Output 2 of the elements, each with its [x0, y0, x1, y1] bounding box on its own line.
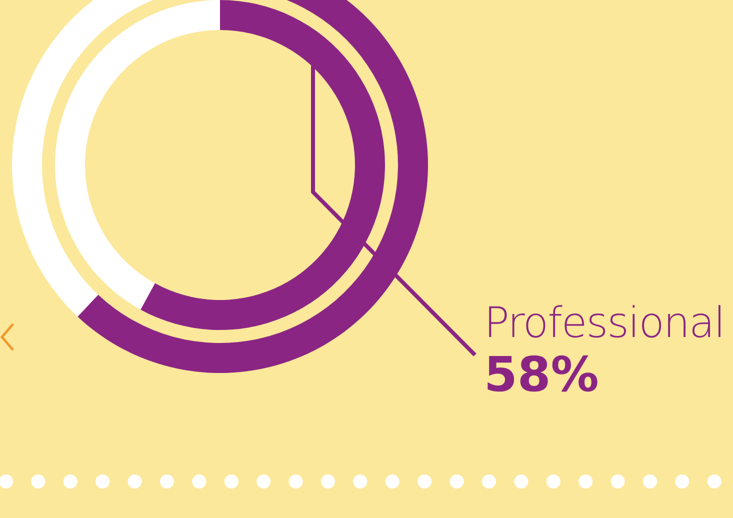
slice-label: Professional: [484, 298, 724, 348]
data-label: 58%: [484, 347, 600, 403]
